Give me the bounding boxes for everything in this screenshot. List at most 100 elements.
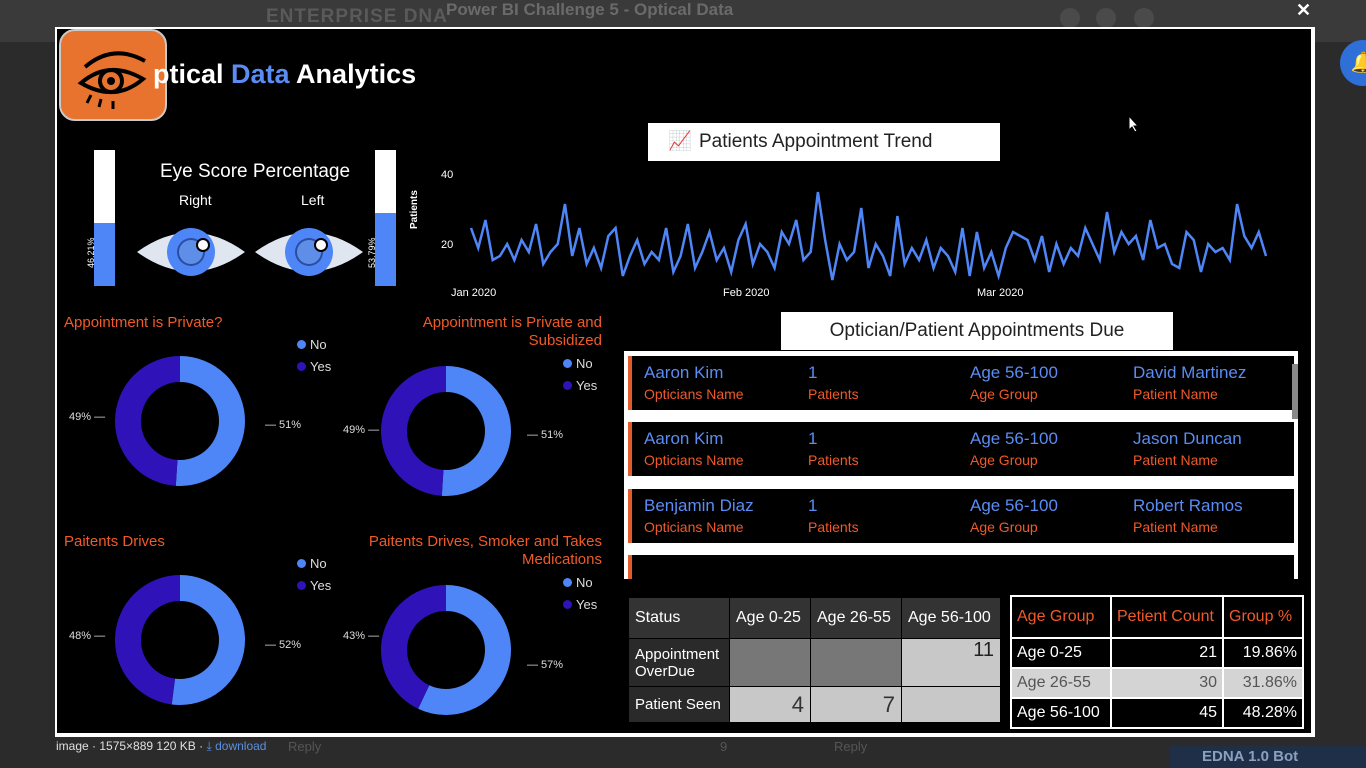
patient-label: Patient Name bbox=[1133, 452, 1218, 468]
count-cell: 30 bbox=[1110, 667, 1224, 699]
donut-1-title: Appointment is Private? bbox=[64, 314, 223, 331]
donut-legend[interactable]: No Yes bbox=[563, 356, 597, 400]
legend-label: No bbox=[576, 575, 593, 590]
legend-item-no[interactable]: No bbox=[297, 337, 331, 352]
legend-item-yes[interactable]: Yes bbox=[563, 597, 597, 612]
table-row: Age 0-25 21 19.86% bbox=[1010, 637, 1304, 669]
right-eye-icon bbox=[137, 228, 245, 276]
donut-chart-2[interactable] bbox=[381, 366, 511, 496]
legend-item-yes[interactable]: Yes bbox=[563, 378, 597, 393]
download-label: download bbox=[215, 739, 267, 753]
legend-label: No bbox=[576, 356, 593, 371]
donut-label-no: — 51% bbox=[265, 419, 302, 431]
background-footer bbox=[0, 732, 1366, 768]
image-caption: image · 1575×889 120 KB · ⤓ download bbox=[56, 739, 266, 754]
donut-legend[interactable]: No Yes bbox=[563, 575, 597, 619]
left-eye-bar[interactable]: 53.79% bbox=[367, 150, 396, 286]
donut-slice-yes bbox=[115, 575, 245, 705]
left-eye-pct: 53.79% bbox=[367, 237, 377, 268]
trend-series-line bbox=[469, 191, 1268, 281]
legend-dot bbox=[297, 340, 306, 349]
avatar[interactable] bbox=[1134, 8, 1154, 28]
left-eye-icon bbox=[255, 228, 363, 276]
legend-label: Yes bbox=[576, 378, 598, 393]
legend-label: No bbox=[310, 556, 327, 571]
chat-bell-icon[interactable]: 🔔 bbox=[1340, 40, 1366, 86]
donut-label-no: — 51% bbox=[527, 429, 564, 441]
donut-label-yes: 49% — bbox=[343, 424, 380, 436]
patient-label: Patient Name bbox=[1133, 386, 1218, 402]
legend-label: Yes bbox=[310, 578, 332, 593]
patient-name: Jason Duncan bbox=[1133, 429, 1242, 448]
legend-item-no[interactable]: No bbox=[563, 575, 597, 590]
reply-link[interactable]: Reply bbox=[288, 739, 322, 754]
right-eye-pct: 46.21% bbox=[86, 237, 96, 268]
count-cell: 21 bbox=[1110, 637, 1224, 669]
appointments-list[interactable]: Aaron Kim 1 Age 56-100 David Martinez Op… bbox=[624, 351, 1298, 579]
appointments-title: Optician/Patient Appointments Due bbox=[781, 312, 1173, 350]
bot-tab[interactable]: EDNA 1.0 Bot bbox=[1170, 746, 1366, 768]
download-link[interactable]: ⤓ download bbox=[206, 739, 267, 753]
like-count: 9 bbox=[720, 739, 728, 754]
status-matrix: Status Age 0-25 Age 26-55 Age 56-100 App… bbox=[628, 597, 1001, 723]
right-eye-label: Right bbox=[179, 192, 212, 208]
trend-chart-header: 📈 Patients Appointment Trend bbox=[648, 123, 1000, 161]
legend-item-no[interactable]: No bbox=[563, 356, 597, 371]
legend-dot bbox=[297, 362, 306, 371]
close-icon[interactable]: ✕ bbox=[1296, 0, 1312, 20]
legend-item-yes[interactable]: Yes bbox=[297, 359, 331, 374]
patients-label: Patients bbox=[808, 519, 859, 535]
legend-item-no[interactable]: No bbox=[297, 556, 331, 571]
legend-item-yes[interactable]: Yes bbox=[297, 578, 331, 593]
donut-chart-1[interactable] bbox=[115, 356, 245, 486]
patients-label: Patients bbox=[808, 452, 859, 468]
left-eye-label: Left bbox=[301, 192, 325, 208]
title-accent: Data bbox=[231, 59, 290, 89]
age-cell: Age 26-55 bbox=[1010, 667, 1112, 699]
donut-chart-3[interactable] bbox=[115, 575, 245, 705]
reply-button[interactable]: Reply bbox=[834, 739, 868, 754]
report-canvas: ptical Data Analytics 46.21% 53.79% Eye … bbox=[57, 29, 1311, 733]
trend-title: Patients Appointment Trend bbox=[699, 131, 933, 152]
search-icon[interactable] bbox=[1060, 8, 1080, 28]
donut-slice-yes bbox=[381, 366, 511, 496]
trend-line-chart[interactable] bbox=[469, 164, 1269, 284]
list-scrollbar[interactable] bbox=[1292, 364, 1298, 419]
right-eye-bar[interactable]: 46.21% bbox=[86, 150, 115, 286]
appointment-card[interactable]: Aaron Kim 1 Age 56-100 David Martinez Op… bbox=[628, 356, 1298, 419]
title-part-1: ptical bbox=[153, 59, 232, 89]
table-row: Age 56-100 45 48.28% bbox=[1010, 697, 1304, 729]
trend-y-label: Patients bbox=[409, 190, 420, 229]
patient-name: David Martinez bbox=[1133, 363, 1247, 382]
age-group-label: Age Group bbox=[970, 519, 1038, 535]
age-group-table: Age Group Petient Count Group % Age 0-25… bbox=[1010, 595, 1304, 729]
optician-label: Opticians Name bbox=[644, 386, 744, 402]
appointment-card[interactable]: Benjamin Diaz 1 Age 56-100 Robert Ramos … bbox=[628, 489, 1294, 543]
notification-icon[interactable] bbox=[1096, 8, 1116, 28]
y-tick-40: 40 bbox=[441, 169, 454, 181]
donut-chart-4[interactable] bbox=[381, 585, 511, 715]
seen-row-label: Patient Seen bbox=[628, 686, 730, 723]
line-chart-icon: 📈 bbox=[668, 131, 692, 152]
donut-4-title: Paitents Drives, Smoker and Takes Medica… bbox=[368, 533, 602, 568]
patient-label: Patient Name bbox=[1133, 519, 1218, 535]
age-0-25-header: Age 0-25 bbox=[729, 597, 811, 639]
donut-legend[interactable]: No Yes bbox=[297, 337, 331, 381]
pct-cell: 31.86% bbox=[1222, 667, 1304, 699]
donut-slice-yes bbox=[381, 585, 511, 715]
donut-legend[interactable]: No Yes bbox=[297, 556, 331, 600]
donut-3-title: Paitents Drives bbox=[64, 533, 165, 550]
optician-label: Opticians Name bbox=[644, 519, 744, 535]
patient-count-header: Petient Count bbox=[1110, 595, 1224, 639]
appointment-card-partial[interactable] bbox=[628, 555, 1294, 579]
legend-dot bbox=[563, 381, 572, 390]
image-caption-meta: image · 1575×889 120 KB · bbox=[56, 739, 204, 753]
count-cell: 45 bbox=[1110, 697, 1224, 729]
status-header: Status bbox=[628, 597, 730, 639]
patient-name: Robert Ramos bbox=[1133, 496, 1243, 515]
appointment-card[interactable]: Aaron Kim 1 Age 56-100 Jason Duncan Opti… bbox=[628, 422, 1294, 476]
age-group-label: Age Group bbox=[970, 452, 1038, 468]
seen-26-55: 7 bbox=[810, 686, 902, 723]
age-cell: Age 56-100 bbox=[1010, 697, 1112, 729]
right-eye-fill bbox=[94, 223, 115, 286]
